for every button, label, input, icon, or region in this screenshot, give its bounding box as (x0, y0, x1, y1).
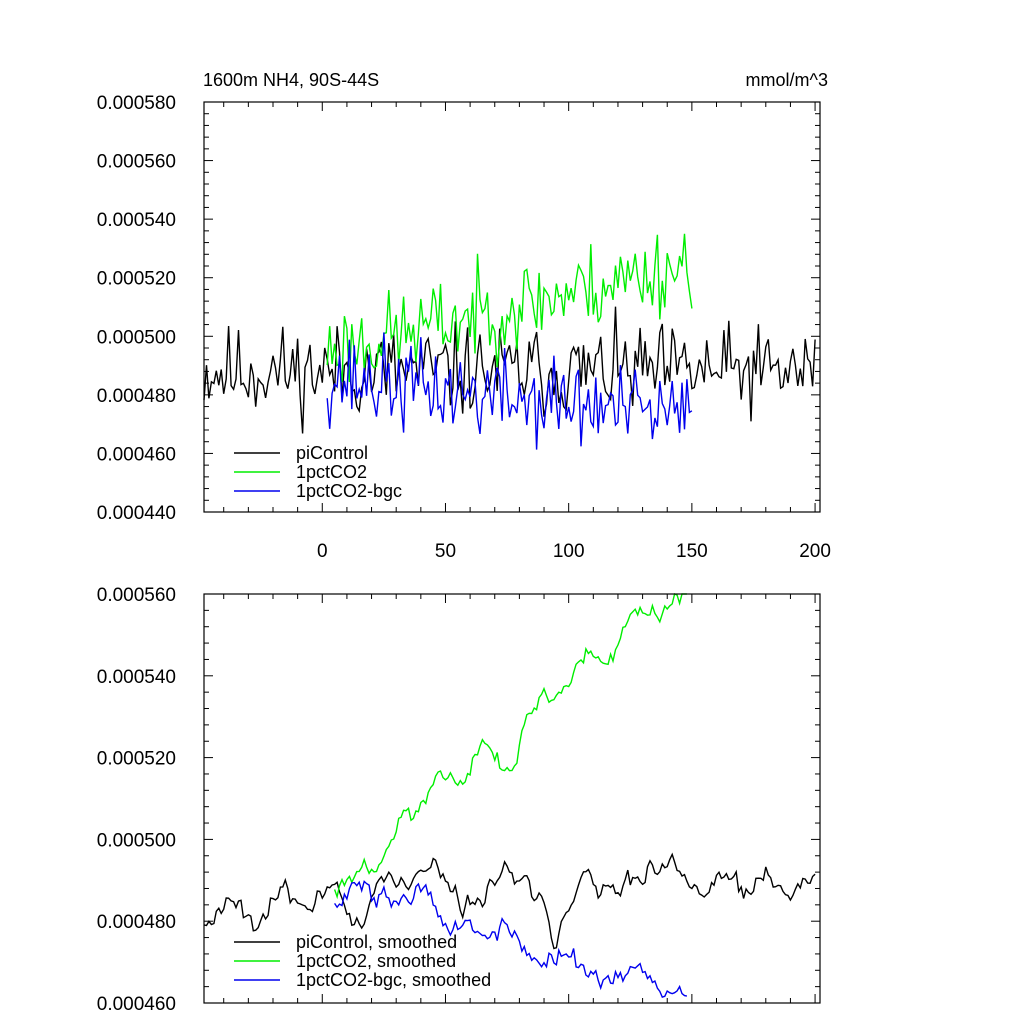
x-tick-label: 100 (553, 541, 585, 562)
plot-frame (203, 593, 821, 1004)
y-tick-label: 0.000500 (97, 830, 176, 851)
y-tick-label: 0.000480 (97, 386, 176, 407)
upper-panel: 1600m NH4, 90S-44S mmol/m^3 0.000440 0.00… (97, 70, 831, 562)
legend-label: piControl (296, 443, 368, 463)
y-tick-label: 0.000520 (97, 749, 176, 770)
x-tick-label: 0 (317, 541, 328, 562)
lower-panel: 0.000460 0.000480 0.000500 0.000520 0.000540… (97, 585, 821, 1015)
y-tick-label: 0.000560 (97, 152, 176, 173)
series-line-1pctco2-bgc-smoothed (334, 880, 688, 998)
series-line-1pctco2-smoothed (333, 593, 687, 900)
y-tick-label: 0.000500 (97, 327, 176, 348)
x-tick-label: 200 (799, 541, 831, 562)
legend-label: piControl, smoothed (296, 932, 457, 952)
chart-title: 1600m NH4, 90S-44S (203, 70, 379, 90)
legend-label: 1pctCO2-bgc (296, 481, 402, 501)
series-line-1pctco2 (326, 233, 693, 383)
series-line-picontrol-smoothed (203, 852, 816, 950)
series-line-1pctco2-bgc (326, 332, 693, 450)
units-label: mmol/m^3 (746, 70, 828, 90)
x-tick-label: 150 (676, 541, 708, 562)
legend-label: 1pctCO2, smoothed (296, 951, 456, 971)
y-tick-label: 0.000580 (97, 93, 176, 114)
y-tick-label: 0.000560 (97, 585, 176, 606)
legend-label: 1pctCO2-bgc, smoothed (296, 970, 491, 990)
series-line-picontrol (203, 306, 816, 434)
x-tick-label: 50 (435, 541, 456, 562)
y-tick-label: 0.000540 (97, 210, 176, 231)
y-tick-label: 0.000460 (97, 444, 176, 465)
y-tick-label: 0.000540 (97, 667, 176, 688)
legend-label: 1pctCO2 (296, 462, 367, 482)
plot-frame (203, 101, 821, 513)
y-tick-label: 0.000440 (97, 503, 176, 524)
y-tick-label: 0.000520 (97, 269, 176, 290)
y-tick-label: 0.000460 (97, 994, 176, 1015)
y-tick-label: 0.000480 (97, 912, 176, 933)
